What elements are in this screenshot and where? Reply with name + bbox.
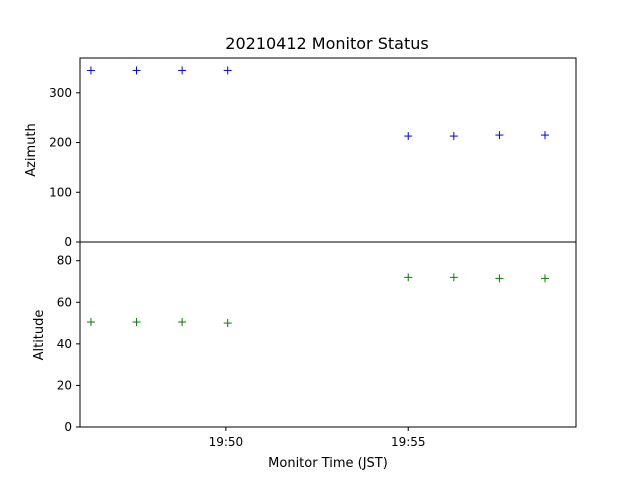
x-axis-label: Monitor Time (JST) <box>268 456 388 471</box>
altitude-point <box>495 274 504 283</box>
altitude-point <box>223 319 232 328</box>
altitude-axis-label: Altitude <box>32 310 47 361</box>
azimuth-y-tick-label: 300 <box>49 86 72 100</box>
x-tick-label: 19:50 <box>209 435 244 449</box>
azimuth-y-tick-label: 100 <box>49 185 72 199</box>
azimuth-point <box>541 131 549 140</box>
azimuth-axis-label: Azimuth <box>24 123 39 177</box>
x-tick-label: 19:55 <box>391 435 426 449</box>
azimuth-point <box>404 132 413 141</box>
azimuth-series <box>86 66 549 141</box>
altitude-point <box>86 318 95 327</box>
azimuth-y-tick-label: 0 <box>64 235 72 249</box>
altitude-y-tick-label: 60 <box>57 295 72 309</box>
altitude-point <box>178 318 187 327</box>
azimuth-point <box>495 131 504 140</box>
altitude-panel: Altitude 0 20 40 60 80 <box>32 241 577 434</box>
azimuth-point <box>86 66 95 75</box>
azimuth-point <box>132 66 141 75</box>
altitude-y-tick-label: 40 <box>57 337 72 351</box>
altitude-point <box>449 273 458 282</box>
altitude-point <box>404 273 413 282</box>
altitude-y-tick-label: 0 <box>64 420 72 434</box>
x-axis-ticks: 19:50 19:55 <box>209 427 426 449</box>
altitude-y-tick-label: 80 <box>57 254 72 268</box>
chart-title: 20210412 Monitor Status <box>225 34 428 53</box>
altitude-y-ticks: 0 20 40 60 80 <box>57 254 80 434</box>
altitude-axes-frame <box>79 241 577 428</box>
altitude-point <box>541 274 549 283</box>
azimuth-point <box>178 66 187 75</box>
azimuth-y-tick-label: 200 <box>49 136 72 150</box>
altitude-series <box>86 273 549 328</box>
azimuth-point <box>449 132 458 141</box>
altitude-y-tick-label: 20 <box>57 378 72 392</box>
altitude-point <box>132 318 141 327</box>
azimuth-y-ticks: 0 100 200 300 <box>49 86 80 249</box>
azimuth-point <box>223 66 232 75</box>
